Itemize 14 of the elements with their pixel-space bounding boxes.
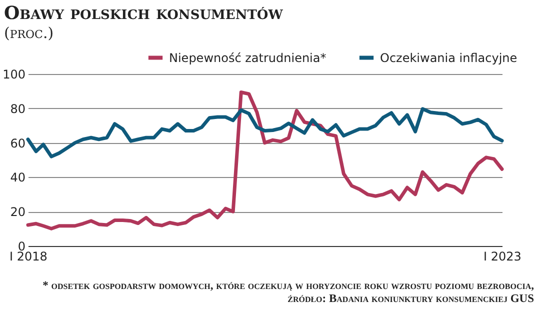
- legend-label: Oczekiwania inflacyjne: [380, 50, 518, 65]
- y-tick-label: 20: [10, 205, 26, 220]
- chart-subtitle: (proc.): [4, 24, 55, 42]
- x-tick-label: I 2023: [484, 250, 522, 264]
- line-series: [26, 107, 504, 158]
- y-tick-label: 60: [10, 136, 26, 150]
- legend-label: Niepewność zatrudnienia*: [169, 50, 326, 65]
- x-tick-label: I 2018: [10, 250, 48, 264]
- line-series: [26, 90, 504, 230]
- y-tick-label: 80: [10, 102, 26, 116]
- y-tick-label: 100: [2, 68, 26, 82]
- y-tick-label: 40: [10, 170, 26, 185]
- text: * odsetek gospodarstw domowych, które oczekują w horyzoncie roku wzrostu poziomu bezrobocia, źródło: Badania koniunktury konsumenckiej GUS: [42, 280, 535, 306]
- chart-title: Obawy polskich konsumentów: [4, 3, 284, 24]
